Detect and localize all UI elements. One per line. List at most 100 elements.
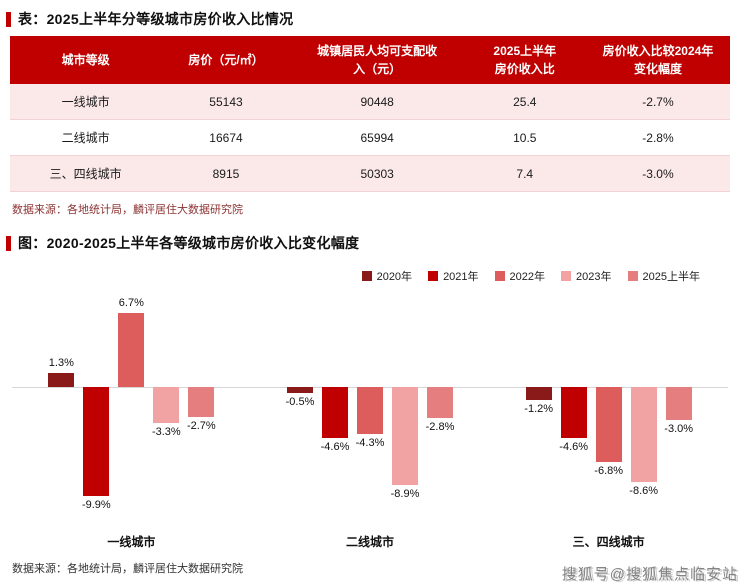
table-column-header: 2025上半年 房价收入比 xyxy=(463,36,586,84)
chart-section-title: 图：2020-2025上半年各等级城市房价收入比变化幅度 xyxy=(0,224,740,260)
bar xyxy=(118,313,145,387)
table-row: 二线城市 16674 65994 10.5 -2.8% xyxy=(10,119,730,156)
bar xyxy=(560,387,587,438)
table-cell: 二线城市 xyxy=(10,119,162,156)
table-title-text: 表：2025上半年分等级城市房价收入比情况 xyxy=(18,11,294,27)
bar-value-label: -8.6% xyxy=(629,484,659,497)
x-axis-labels: 一线城市 二线城市 三、四线城市 xyxy=(12,533,728,550)
table-cell: 25.4 xyxy=(463,84,586,120)
table-row: 一线城市 55143 90448 25.4 -2.7% xyxy=(10,84,730,120)
bar-cell: -3.0% xyxy=(664,292,693,527)
bar xyxy=(392,387,418,485)
table-column-header: 房价（元/㎡） xyxy=(161,36,291,84)
bar-group: 1.3% -9.9% 6.7% -3.3% -2.7% xyxy=(12,292,251,527)
bar xyxy=(287,387,313,393)
table-column-header: 房价收入比较2024年 变化幅度 xyxy=(585,36,730,84)
table-cell: 7.4 xyxy=(463,155,586,192)
bar-cell: -2.7% xyxy=(187,292,216,527)
table-cell: 16674 xyxy=(161,119,291,156)
bar-group: -1.2% -4.6% -6.8% -8.6% -3.0% xyxy=(489,292,728,527)
bar-cell: -6.8% xyxy=(594,292,623,527)
bar-group: -0.5% -4.6% -4.3% -8.9% -2.8% xyxy=(251,292,490,527)
bar-chart: 2020年 2021年 2022年 2023年 2025上半年 1.3% -9.9% 6.7… xyxy=(12,262,728,550)
bar xyxy=(153,387,180,424)
table-cell: 8915 xyxy=(161,155,291,192)
bar-value-label: -2.7% xyxy=(186,419,216,432)
bar xyxy=(322,387,348,438)
table-cell: 90448 xyxy=(290,84,464,120)
legend-swatch xyxy=(361,271,372,281)
table-cell: 10.5 xyxy=(463,119,586,156)
bar xyxy=(188,387,215,417)
chart-title-text: 图：2020-2025上半年各等级城市房价收入比变化幅度 xyxy=(18,235,360,251)
x-axis-category-label: 三、四线城市 xyxy=(572,535,645,549)
bar xyxy=(83,387,110,496)
bar-value-label: -8.9% xyxy=(390,487,420,500)
chart-source-note: 数据来源：各地统计局，麟评居住大数据研究院 xyxy=(12,563,243,575)
bar-groups: 1.3% -9.9% 6.7% -3.3% -2.7% -0.5% -4.6% -4.3% -8… xyxy=(12,292,728,527)
table-header: 城市等级 房价（元/㎡） 城镇居民人均可支配收 入（元） 2025上半年 房价收入比房… xyxy=(10,36,730,84)
bar-cell: -9.9% xyxy=(82,292,111,527)
x-axis-category-label: 一线城市 xyxy=(107,535,156,549)
chart-plot: 1.3% -9.9% 6.7% -3.3% -2.7% -0.5% -4.6% -4.3% -8… xyxy=(12,292,728,527)
legend-swatch xyxy=(627,271,638,281)
x-axis-category-label: 二线城市 xyxy=(346,535,395,549)
bar xyxy=(595,387,622,462)
legend-item: 2020年 xyxy=(361,268,413,284)
legend-label: 2025上半年 xyxy=(642,271,700,283)
table-cell: -2.8% xyxy=(585,119,730,156)
legend-swatch xyxy=(428,271,439,281)
table-body: 一线城市 55143 90448 25.4 -2.7% 二线城市 16674 65994 10.… xyxy=(10,84,730,192)
bar-cell: 1.3% xyxy=(48,292,75,527)
bar-cell: -4.3% xyxy=(356,292,384,527)
bar-cell: -4.6% xyxy=(321,292,349,527)
bar xyxy=(48,372,75,387)
bar-value-label: 6.7% xyxy=(118,297,144,310)
bar-cell: -1.2% xyxy=(524,292,553,527)
bar xyxy=(427,387,453,418)
table-header-row: 城市等级 房价（元/㎡） 城镇居民人均可支配收 入（元） 2025上半年 房价收入比房… xyxy=(10,36,730,84)
legend-swatch xyxy=(561,271,572,281)
bar-value-label: -4.3% xyxy=(355,437,385,450)
table-row: 三、四线城市 8915 50303 7.4 -3.0% xyxy=(10,155,730,192)
legend-label: 2021年 xyxy=(443,271,479,283)
bar-value-label: 1.3% xyxy=(48,356,74,369)
table-cell: 三、四线城市 xyxy=(10,155,162,192)
price-income-table: 城市等级 房价（元/㎡） 城镇居民人均可支配收 入（元） 2025上半年 房价收入比房… xyxy=(10,36,730,192)
bar-value-label: -3.0% xyxy=(664,423,694,435)
bar xyxy=(357,387,383,435)
table-cell: 65994 xyxy=(290,119,464,156)
legend-label: 2022年 xyxy=(509,271,546,283)
table-cell: 55143 xyxy=(161,84,291,120)
bar-cell: -2.8% xyxy=(426,292,454,527)
bar-cell: -8.9% xyxy=(391,292,419,527)
bar xyxy=(630,387,657,482)
table-cell: 一线城市 xyxy=(10,84,162,120)
bar-cell: -3.3% xyxy=(152,292,181,527)
red-accent-bar xyxy=(6,11,11,27)
legend-swatch xyxy=(494,271,505,281)
bar-cell: -8.6% xyxy=(629,292,658,527)
bar-value-label: -1.2% xyxy=(524,403,554,416)
bar-cell: -4.6% xyxy=(559,292,588,527)
bar-cell: -0.5% xyxy=(286,292,314,527)
bar-value-label: -2.8% xyxy=(425,420,455,433)
bar xyxy=(525,387,552,401)
bar-value-label: -3.3% xyxy=(151,426,181,439)
table-section-title: 表：2025上半年分等级城市房价收入比情况 xyxy=(0,0,740,36)
table-source-note: 数据来源：各地统计局，麟评居住大数据研究院 xyxy=(12,204,243,216)
bar-value-label: -4.6% xyxy=(559,440,589,453)
legend-item: 2023年 xyxy=(561,268,612,284)
table-column-header: 城镇居民人均可支配收 入（元） xyxy=(290,36,464,84)
legend-label: 2023年 xyxy=(576,271,612,283)
table-cell: -2.7% xyxy=(585,84,730,120)
bar-cell: 6.7% xyxy=(118,292,145,527)
legend-label: 2020年 xyxy=(376,271,413,283)
bar xyxy=(665,387,692,420)
legend-item: 2025上半年 xyxy=(627,268,700,284)
bar-value-label: -4.6% xyxy=(320,440,350,453)
table-cell: 50303 xyxy=(290,155,464,192)
bar-value-label: -0.5% xyxy=(285,395,315,408)
red-accent-bar xyxy=(6,235,11,251)
